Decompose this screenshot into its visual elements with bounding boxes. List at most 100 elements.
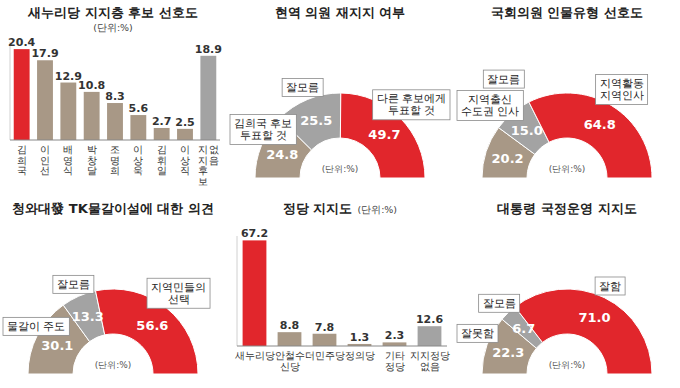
label-line: 투표할 것 (240, 129, 287, 141)
tick-char: 배 (63, 144, 73, 155)
panel-title: 정당 지지도 (283, 201, 353, 216)
label-line: 잘모름 (487, 73, 520, 85)
label-line: 투표할 것 (388, 104, 435, 116)
tick-char: 이 (40, 144, 50, 155)
panel-title: 국회의원 인물유형 선호도 (491, 5, 643, 20)
tick-line: 기타 (385, 350, 405, 361)
x-tick-label: 박창달 (87, 144, 97, 176)
x-axis (10, 140, 220, 141)
tick-char: 조 (110, 144, 120, 155)
data-label: 22.3 (492, 345, 524, 360)
tick-char: 선 (40, 165, 50, 176)
bar (383, 342, 407, 346)
data-label: 13.3 (72, 309, 104, 324)
x-axis (237, 346, 447, 347)
panel-title: 청와대發 TK물갈이설에 대한 의견 (12, 201, 214, 216)
label-line: 지역활동 (600, 77, 644, 89)
tick-char: 희 (17, 155, 27, 166)
bar (107, 103, 123, 140)
label-line: 김희국 후보 (234, 117, 292, 129)
tick-char: 명 (110, 155, 120, 166)
x-tick-label: 더민주당 (305, 350, 345, 361)
category-label: 지역활동지역인사 (596, 74, 648, 104)
bar (60, 83, 76, 140)
x-tick-label: 지지후보없음 (198, 144, 219, 187)
label-line: 잘모름 (286, 81, 319, 93)
panel: 정당 지지도(단위:%)67.2새누리당8.8안철수신당7.8더민주당1.3정의… (235, 201, 450, 372)
bar (14, 49, 30, 140)
chart-root: 새누리당 지지층 후보 선호도(단위:%)20.4김희국17.9이인선12.9배… (0, 0, 680, 388)
label-line: 잘모름 (57, 278, 90, 290)
tick-char: 욱 (133, 165, 143, 176)
tick-line: 더민주당 (305, 350, 345, 361)
bar (84, 92, 100, 140)
label-box (595, 277, 625, 295)
data-label: 64.8 (584, 117, 616, 132)
data-label: 8.3 (105, 90, 125, 103)
data-label: 49.7 (368, 127, 400, 142)
category-label: 잘모름 (53, 275, 94, 293)
panel-subtitle: (단위:%) (357, 204, 397, 215)
category-label: 다른 후보에게투표할 것 (373, 90, 450, 120)
tick-char: 이 (133, 144, 143, 155)
category-label: 잘모름 (483, 70, 524, 88)
y-axis (10, 42, 11, 140)
tick-char: 보 (198, 176, 208, 187)
label-box (457, 91, 523, 121)
category-text: 잘못함 (461, 327, 494, 339)
category-text: 지역민들의선택 (151, 281, 206, 305)
tick-char: 국 (17, 165, 27, 176)
label-line: 잘못함 (461, 327, 494, 339)
category-label: 김희국 후보투표할 것 (230, 115, 296, 145)
tick-char: 상 (180, 155, 190, 166)
data-label: 15.0 (511, 123, 543, 138)
x-tick-label: 이상직 (180, 144, 190, 176)
tick-char: 희 (110, 165, 120, 176)
data-label: 18.9 (195, 43, 222, 56)
x-tick-label: 이상욱 (133, 144, 143, 176)
tick-char: 인 (40, 155, 50, 166)
x-tick-label: 조명희 (110, 144, 120, 176)
data-label: 71.0 (578, 310, 610, 325)
panel-subtitle: (단위:%) (95, 360, 132, 370)
tick-char: 김 (17, 144, 27, 155)
data-label: 12.6 (416, 313, 443, 326)
x-tick-label: 기타정당 (385, 350, 405, 372)
x-tick-label: 정의당 (345, 350, 375, 361)
label-box (479, 294, 520, 312)
bars (14, 49, 217, 140)
panel-title: 대통령 국정운영 지지도 (497, 201, 636, 216)
category-text: 김희국 후보투표할 것 (234, 117, 292, 141)
tick-char: 상 (133, 155, 143, 166)
bar (313, 334, 337, 346)
data-label: 17.9 (31, 47, 58, 60)
panel: 새누리당 지지층 후보 선호도(단위:%)20.4김희국17.9이인선12.9배… (8, 5, 222, 187)
tick-line: 지지정당 (410, 350, 450, 361)
tick-char: 식 (63, 165, 73, 176)
tick-char: 김 (157, 144, 167, 155)
label-box (230, 115, 296, 145)
label-line: 다른 후보에게 (377, 92, 446, 104)
label-line: 잘함 (599, 280, 621, 292)
tick-char: 직 (180, 165, 190, 176)
bar (154, 128, 170, 140)
label-box (3, 317, 69, 335)
tick-char: 없 (209, 144, 219, 155)
bar (177, 129, 193, 140)
category-label: 잘모름 (479, 294, 520, 312)
label-line: 물갈이 주도 (7, 320, 65, 332)
bar (418, 326, 442, 346)
data-label: 2.5 (175, 116, 195, 129)
label-box (147, 278, 210, 308)
tick-line: 없음 (420, 361, 440, 372)
category-text: 잘모름 (57, 278, 90, 290)
category-label: 지역출신수도권 인사 (457, 91, 523, 121)
tick-line: 신당 (280, 361, 300, 372)
x-tick-label: 안철수신당 (275, 350, 305, 372)
tick-char: 영 (63, 155, 73, 166)
tick-char: 일 (157, 165, 167, 176)
category-text: 잘모름 (286, 81, 319, 93)
category-text: 잘모름 (487, 73, 520, 85)
panel-subtitle: (단위:%) (549, 360, 586, 370)
data-label: 24.8 (266, 147, 298, 162)
